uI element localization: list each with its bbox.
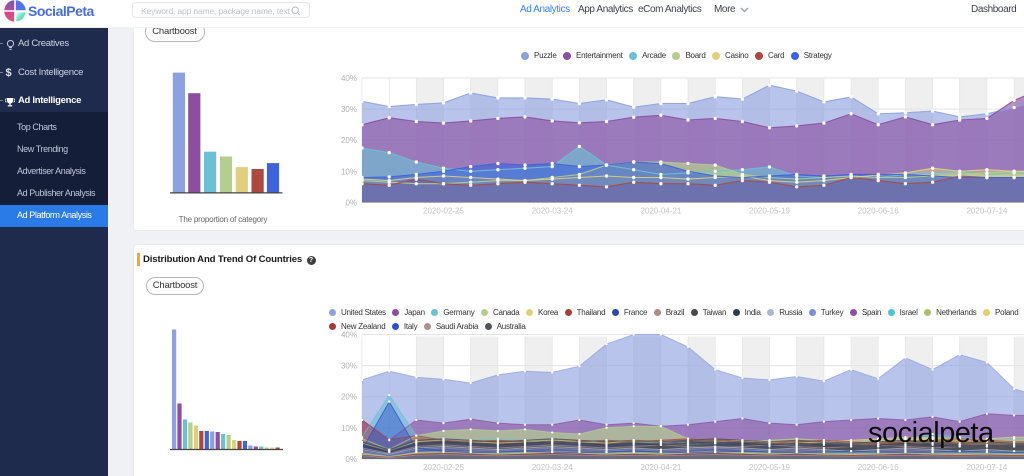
svg-text:2020-07-14: 2020-07-14 [966,463,1007,472]
svg-text:2020-03-24: 2020-03-24 [532,463,573,472]
svg-text:40%: 40% [341,331,357,340]
svg-text:40%: 40% [341,74,357,83]
svg-text:20%: 20% [341,136,357,145]
svg-text:0%: 0% [345,198,357,207]
svg-text:2020-07-14: 2020-07-14 [966,207,1007,216]
svg-text:2020-05-19: 2020-05-19 [749,463,790,472]
svg-text:2020-05-19: 2020-05-19 [749,207,790,216]
svg-text:2020-06-16: 2020-06-16 [858,463,899,472]
svg-text:2020-02-25: 2020-02-25 [423,207,464,216]
svg-text:2020-04-21: 2020-04-21 [640,207,681,216]
svg-text:The proportion of category: The proportion of category [179,215,268,224]
svg-text:10%: 10% [341,167,357,176]
svg-text:2020-03-24: 2020-03-24 [532,207,573,216]
svg-text:2020-04-21: 2020-04-21 [640,463,681,472]
svg-text:0%: 0% [345,455,357,464]
svg-text:30%: 30% [341,105,357,114]
svg-text:2020-06-16: 2020-06-16 [858,207,899,216]
svg-text:30%: 30% [341,362,357,371]
svg-text:20%: 20% [341,393,357,402]
svg-text:10%: 10% [341,424,357,433]
svg-text:2020-02-25: 2020-02-25 [423,463,464,472]
